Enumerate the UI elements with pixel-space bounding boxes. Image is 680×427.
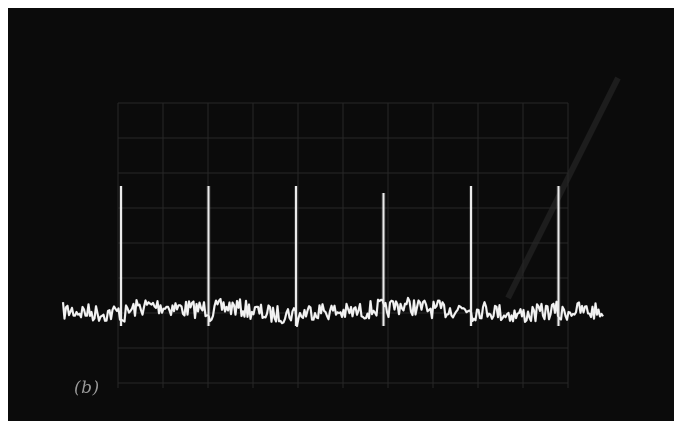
- diagonal-streak: [505, 76, 621, 300]
- panel-label: (b): [74, 378, 100, 398]
- noise-trace-glow: [62, 296, 604, 327]
- oscilloscope-photo: (b): [8, 8, 674, 421]
- oscilloscope-screen: [8, 8, 674, 421]
- screen-background: [8, 8, 674, 421]
